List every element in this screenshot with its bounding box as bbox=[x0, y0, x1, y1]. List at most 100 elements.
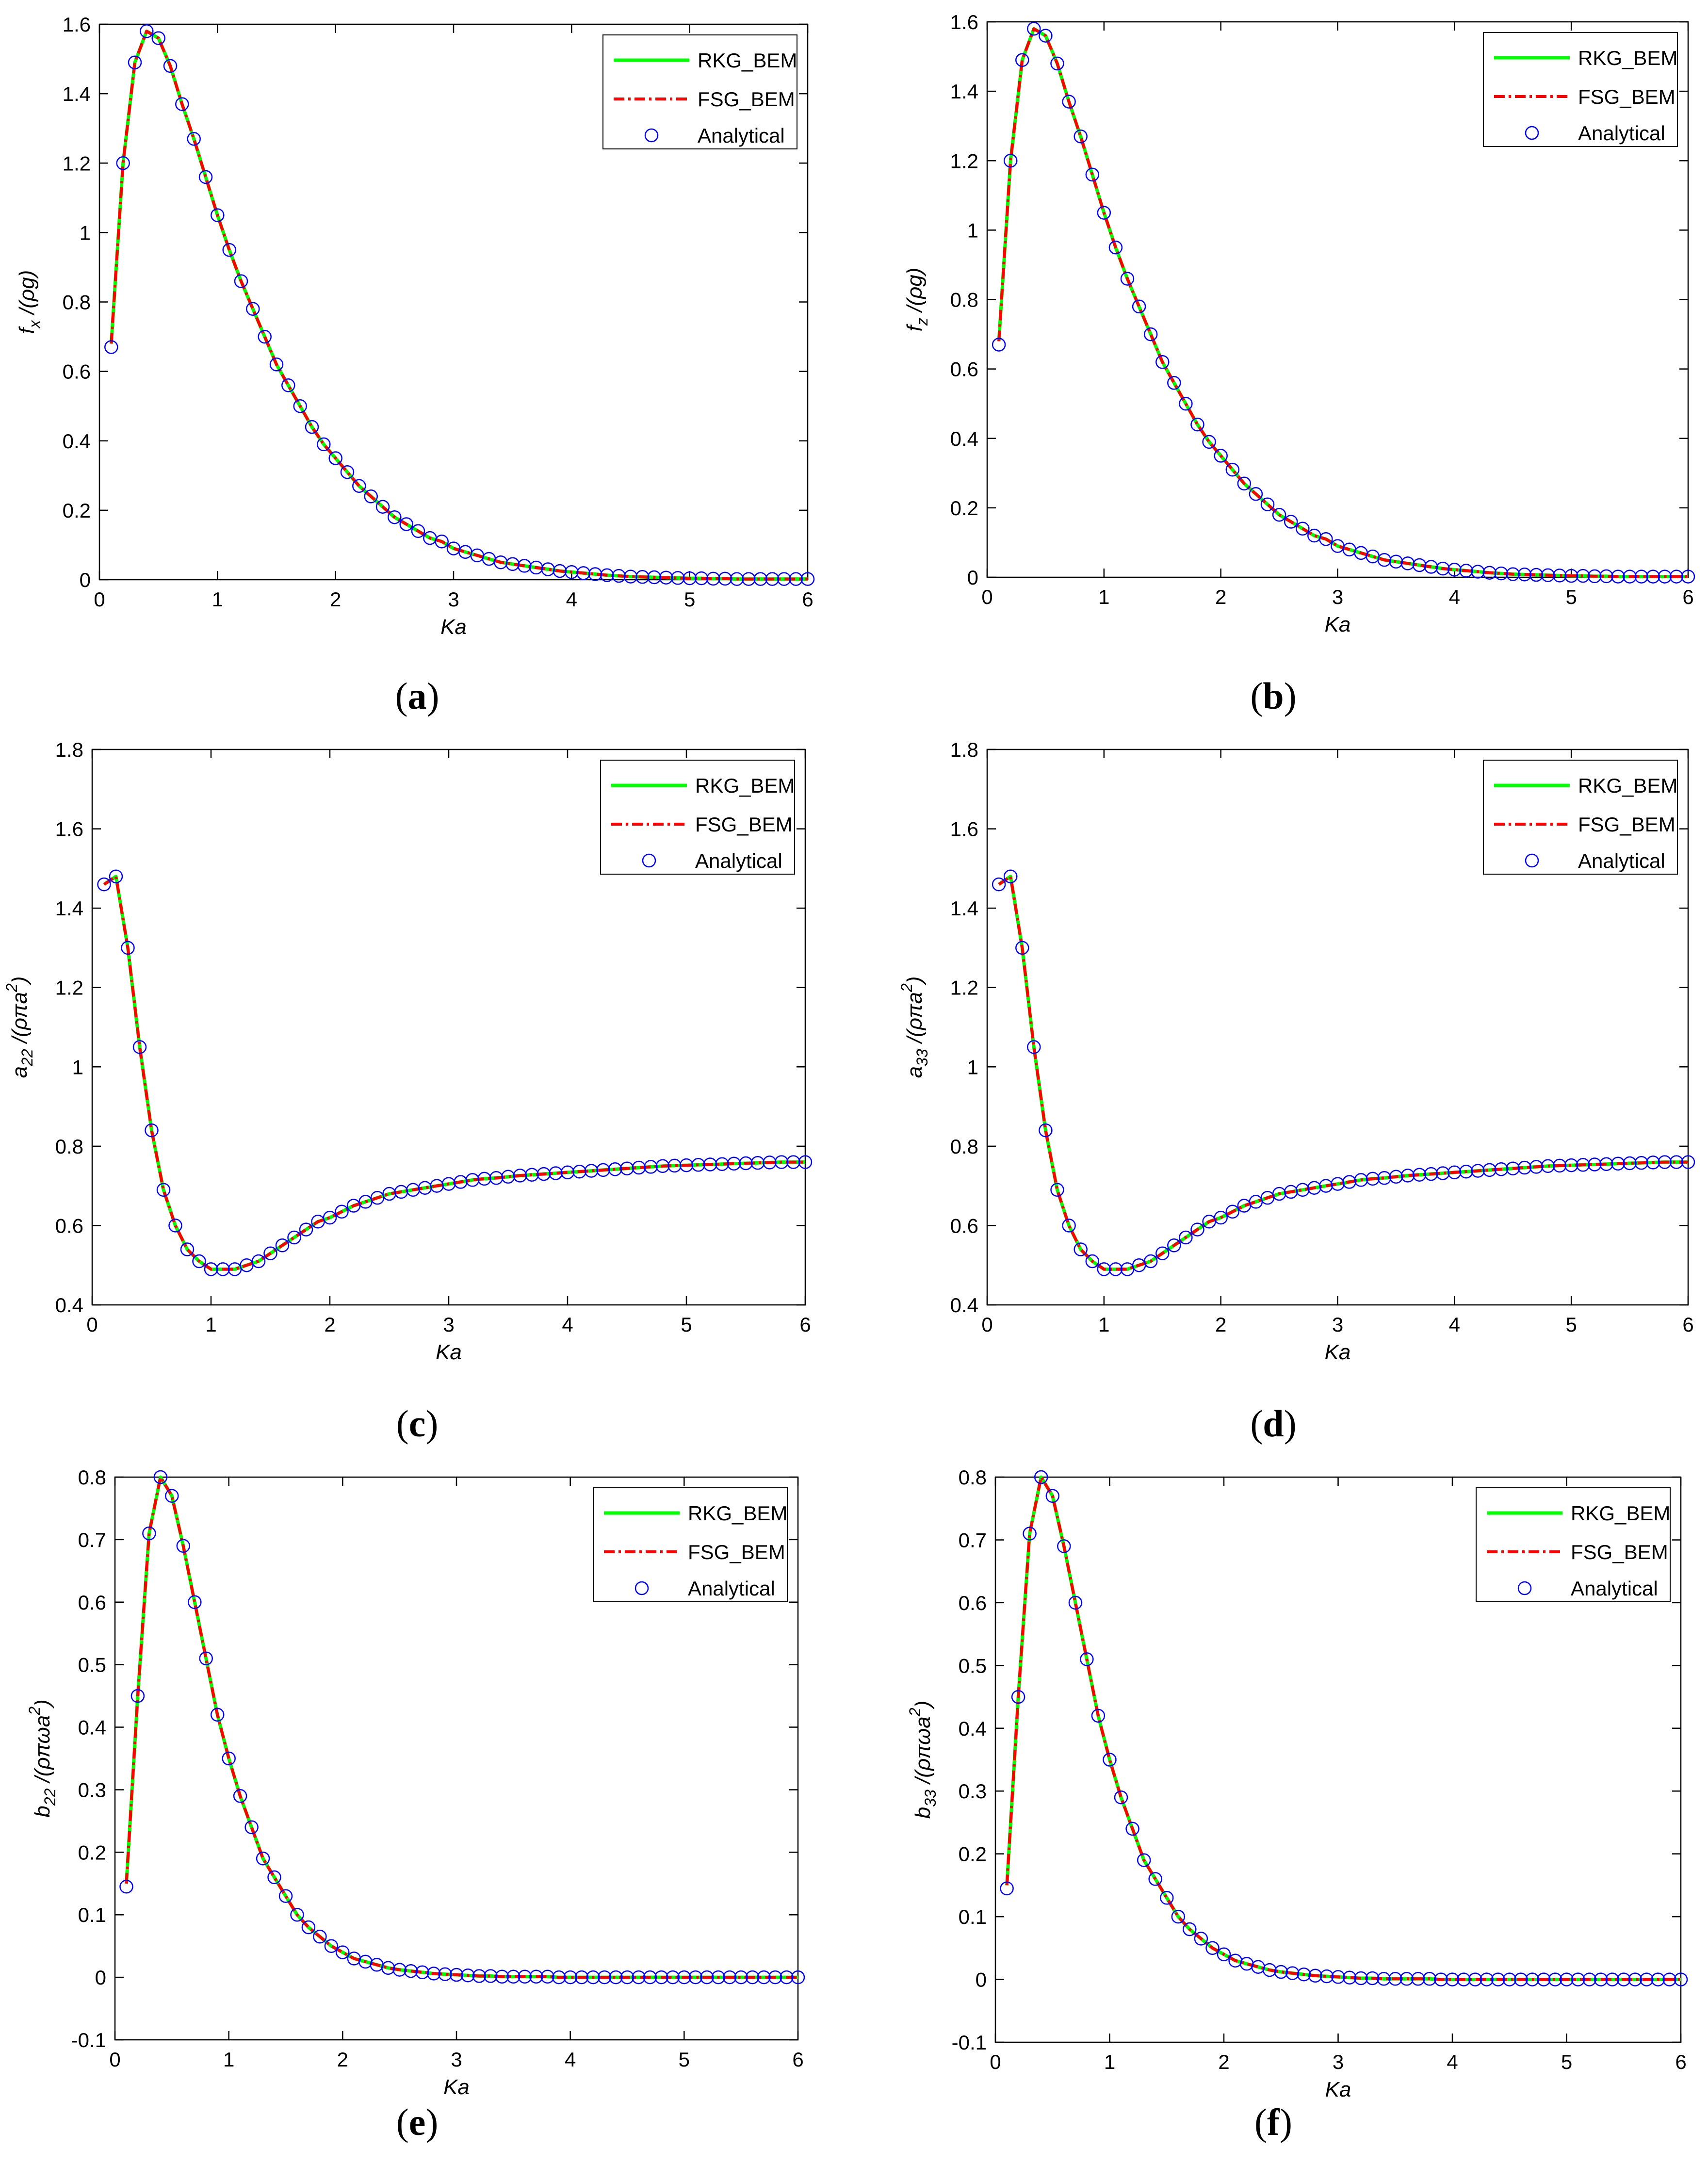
analytical-point bbox=[768, 1970, 782, 1985]
analytical-point bbox=[472, 1969, 487, 1983]
y-tick-label: 1.6 bbox=[950, 11, 978, 33]
x-tick-label: 1 bbox=[205, 1313, 216, 1336]
y-tick-label: 0.3 bbox=[959, 1780, 987, 1803]
analytical-point bbox=[1400, 556, 1415, 570]
analytical-point bbox=[1658, 1155, 1672, 1169]
analytical-point bbox=[620, 1161, 634, 1175]
analytical-point bbox=[584, 1164, 599, 1178]
analytical-point bbox=[1202, 435, 1216, 449]
analytical-point bbox=[188, 1595, 202, 1610]
legend-box bbox=[602, 34, 797, 149]
x-axis-label: Ka bbox=[443, 2075, 470, 2099]
x-tick-label: 6 bbox=[799, 1313, 811, 1336]
analytical-point bbox=[1074, 129, 1088, 144]
y-tick-label: 1.4 bbox=[950, 80, 978, 103]
y-tick-label: 1.4 bbox=[950, 897, 978, 920]
y-axis-label-rest: /(ρπωa bbox=[31, 1715, 54, 1789]
analytical-point bbox=[1571, 1972, 1585, 1986]
analytical-point bbox=[632, 1160, 646, 1175]
analytical-point bbox=[1237, 476, 1252, 491]
analytical-point bbox=[180, 1242, 195, 1256]
y-axis-label-close: ) bbox=[8, 976, 32, 986]
analytical-point bbox=[800, 572, 815, 586]
y-axis-label-superscript: 2 bbox=[26, 1707, 43, 1716]
analytical-point bbox=[1412, 558, 1427, 572]
analytical-point bbox=[1167, 376, 1181, 390]
x-tick-label: 6 bbox=[1682, 1313, 1693, 1336]
x-tick-label: 5 bbox=[1561, 2050, 1572, 2073]
analytical-point bbox=[1640, 1972, 1654, 1986]
analytical-point bbox=[1125, 1822, 1139, 1836]
legend-label: FSG_BEM bbox=[698, 88, 795, 111]
analytical-point bbox=[1085, 1254, 1100, 1269]
analytical-point bbox=[317, 437, 331, 452]
analytical-point bbox=[287, 1230, 301, 1245]
analytical-point bbox=[1646, 1155, 1660, 1170]
analytical-point bbox=[1552, 569, 1567, 583]
analytical-point bbox=[992, 877, 1006, 892]
y-tick-label: -0.1 bbox=[71, 2029, 106, 2051]
analytical-point bbox=[1471, 565, 1485, 579]
analytical-point bbox=[727, 1156, 741, 1171]
analytical-point bbox=[1034, 1470, 1048, 1484]
x-tick-label: 5 bbox=[1565, 586, 1577, 608]
legend-a: RKG_BEM FSG_BEM Analytical bbox=[602, 34, 797, 149]
analytical-point bbox=[165, 1489, 179, 1503]
analytical-point bbox=[381, 1961, 395, 1975]
analytical-point bbox=[722, 1970, 737, 1985]
analytical-point bbox=[1039, 29, 1053, 43]
analytical-point bbox=[576, 566, 590, 580]
analytical-point bbox=[1399, 1972, 1414, 1986]
analytical-point bbox=[1468, 1972, 1482, 1986]
analytical-point bbox=[192, 1254, 206, 1269]
y-axis-label: a33 /(ρπa2) bbox=[898, 976, 931, 1078]
analytical-point bbox=[1183, 1922, 1197, 1936]
analytical-point bbox=[679, 1158, 694, 1172]
analytical-point bbox=[340, 465, 355, 479]
y-tick-label: 1 bbox=[80, 221, 91, 244]
y-tick-label: 0.6 bbox=[959, 1592, 987, 1614]
analytical-point bbox=[791, 1970, 805, 1985]
x-tick-label: 5 bbox=[1565, 1313, 1577, 1336]
y-tick-label: 0.8 bbox=[78, 1466, 106, 1489]
legend-label: RKG_BEM bbox=[1571, 1502, 1670, 1525]
y-tick-label: 1 bbox=[967, 1056, 978, 1078]
y-tick-label: 0 bbox=[976, 1969, 987, 1991]
panel-a-caption: (a) bbox=[395, 675, 439, 717]
analytical-point bbox=[1517, 1160, 1532, 1175]
analytical-point bbox=[1623, 1156, 1637, 1171]
analytical-point bbox=[233, 1789, 247, 1803]
y-axis-label-rest: /(ρπa bbox=[8, 992, 32, 1049]
analytical-point bbox=[700, 1970, 714, 1985]
analytical-point bbox=[281, 378, 295, 392]
legend-label: Analytical bbox=[695, 849, 782, 872]
analytical-point bbox=[1143, 327, 1158, 342]
analytical-point bbox=[153, 1470, 168, 1484]
x-tick-label: 0 bbox=[981, 1313, 992, 1336]
legend-c: RKG_BEM FSG_BEM Analytical bbox=[600, 760, 795, 875]
analytical-point bbox=[461, 1968, 475, 1983]
analytical-point bbox=[415, 1965, 429, 1980]
analytical-point bbox=[1068, 1595, 1083, 1610]
y-tick-label: 0.6 bbox=[950, 1214, 978, 1237]
analytical-point bbox=[1062, 95, 1076, 109]
legend-label: Analytical bbox=[1578, 122, 1665, 145]
analytical-point bbox=[1646, 569, 1660, 584]
y-tick-label: 1 bbox=[967, 219, 978, 242]
analytical-point bbox=[694, 571, 709, 586]
analytical-point bbox=[1560, 1972, 1574, 1986]
analytical-point bbox=[1582, 1972, 1596, 1986]
analytical-point bbox=[666, 1970, 680, 1985]
analytical-point bbox=[1436, 561, 1450, 576]
analytical-point bbox=[1319, 532, 1333, 546]
analytical-point bbox=[411, 524, 425, 538]
analytical-point bbox=[654, 1970, 668, 1985]
x-tick-label: 6 bbox=[802, 588, 813, 611]
x-tick-label: 4 bbox=[1449, 1313, 1460, 1336]
legend-analytical-swatch bbox=[642, 853, 656, 868]
analytical-point bbox=[711, 1970, 725, 1985]
analytical-point bbox=[278, 1889, 293, 1903]
analytical-point bbox=[1651, 1972, 1665, 1986]
analytical-point bbox=[1085, 167, 1100, 182]
